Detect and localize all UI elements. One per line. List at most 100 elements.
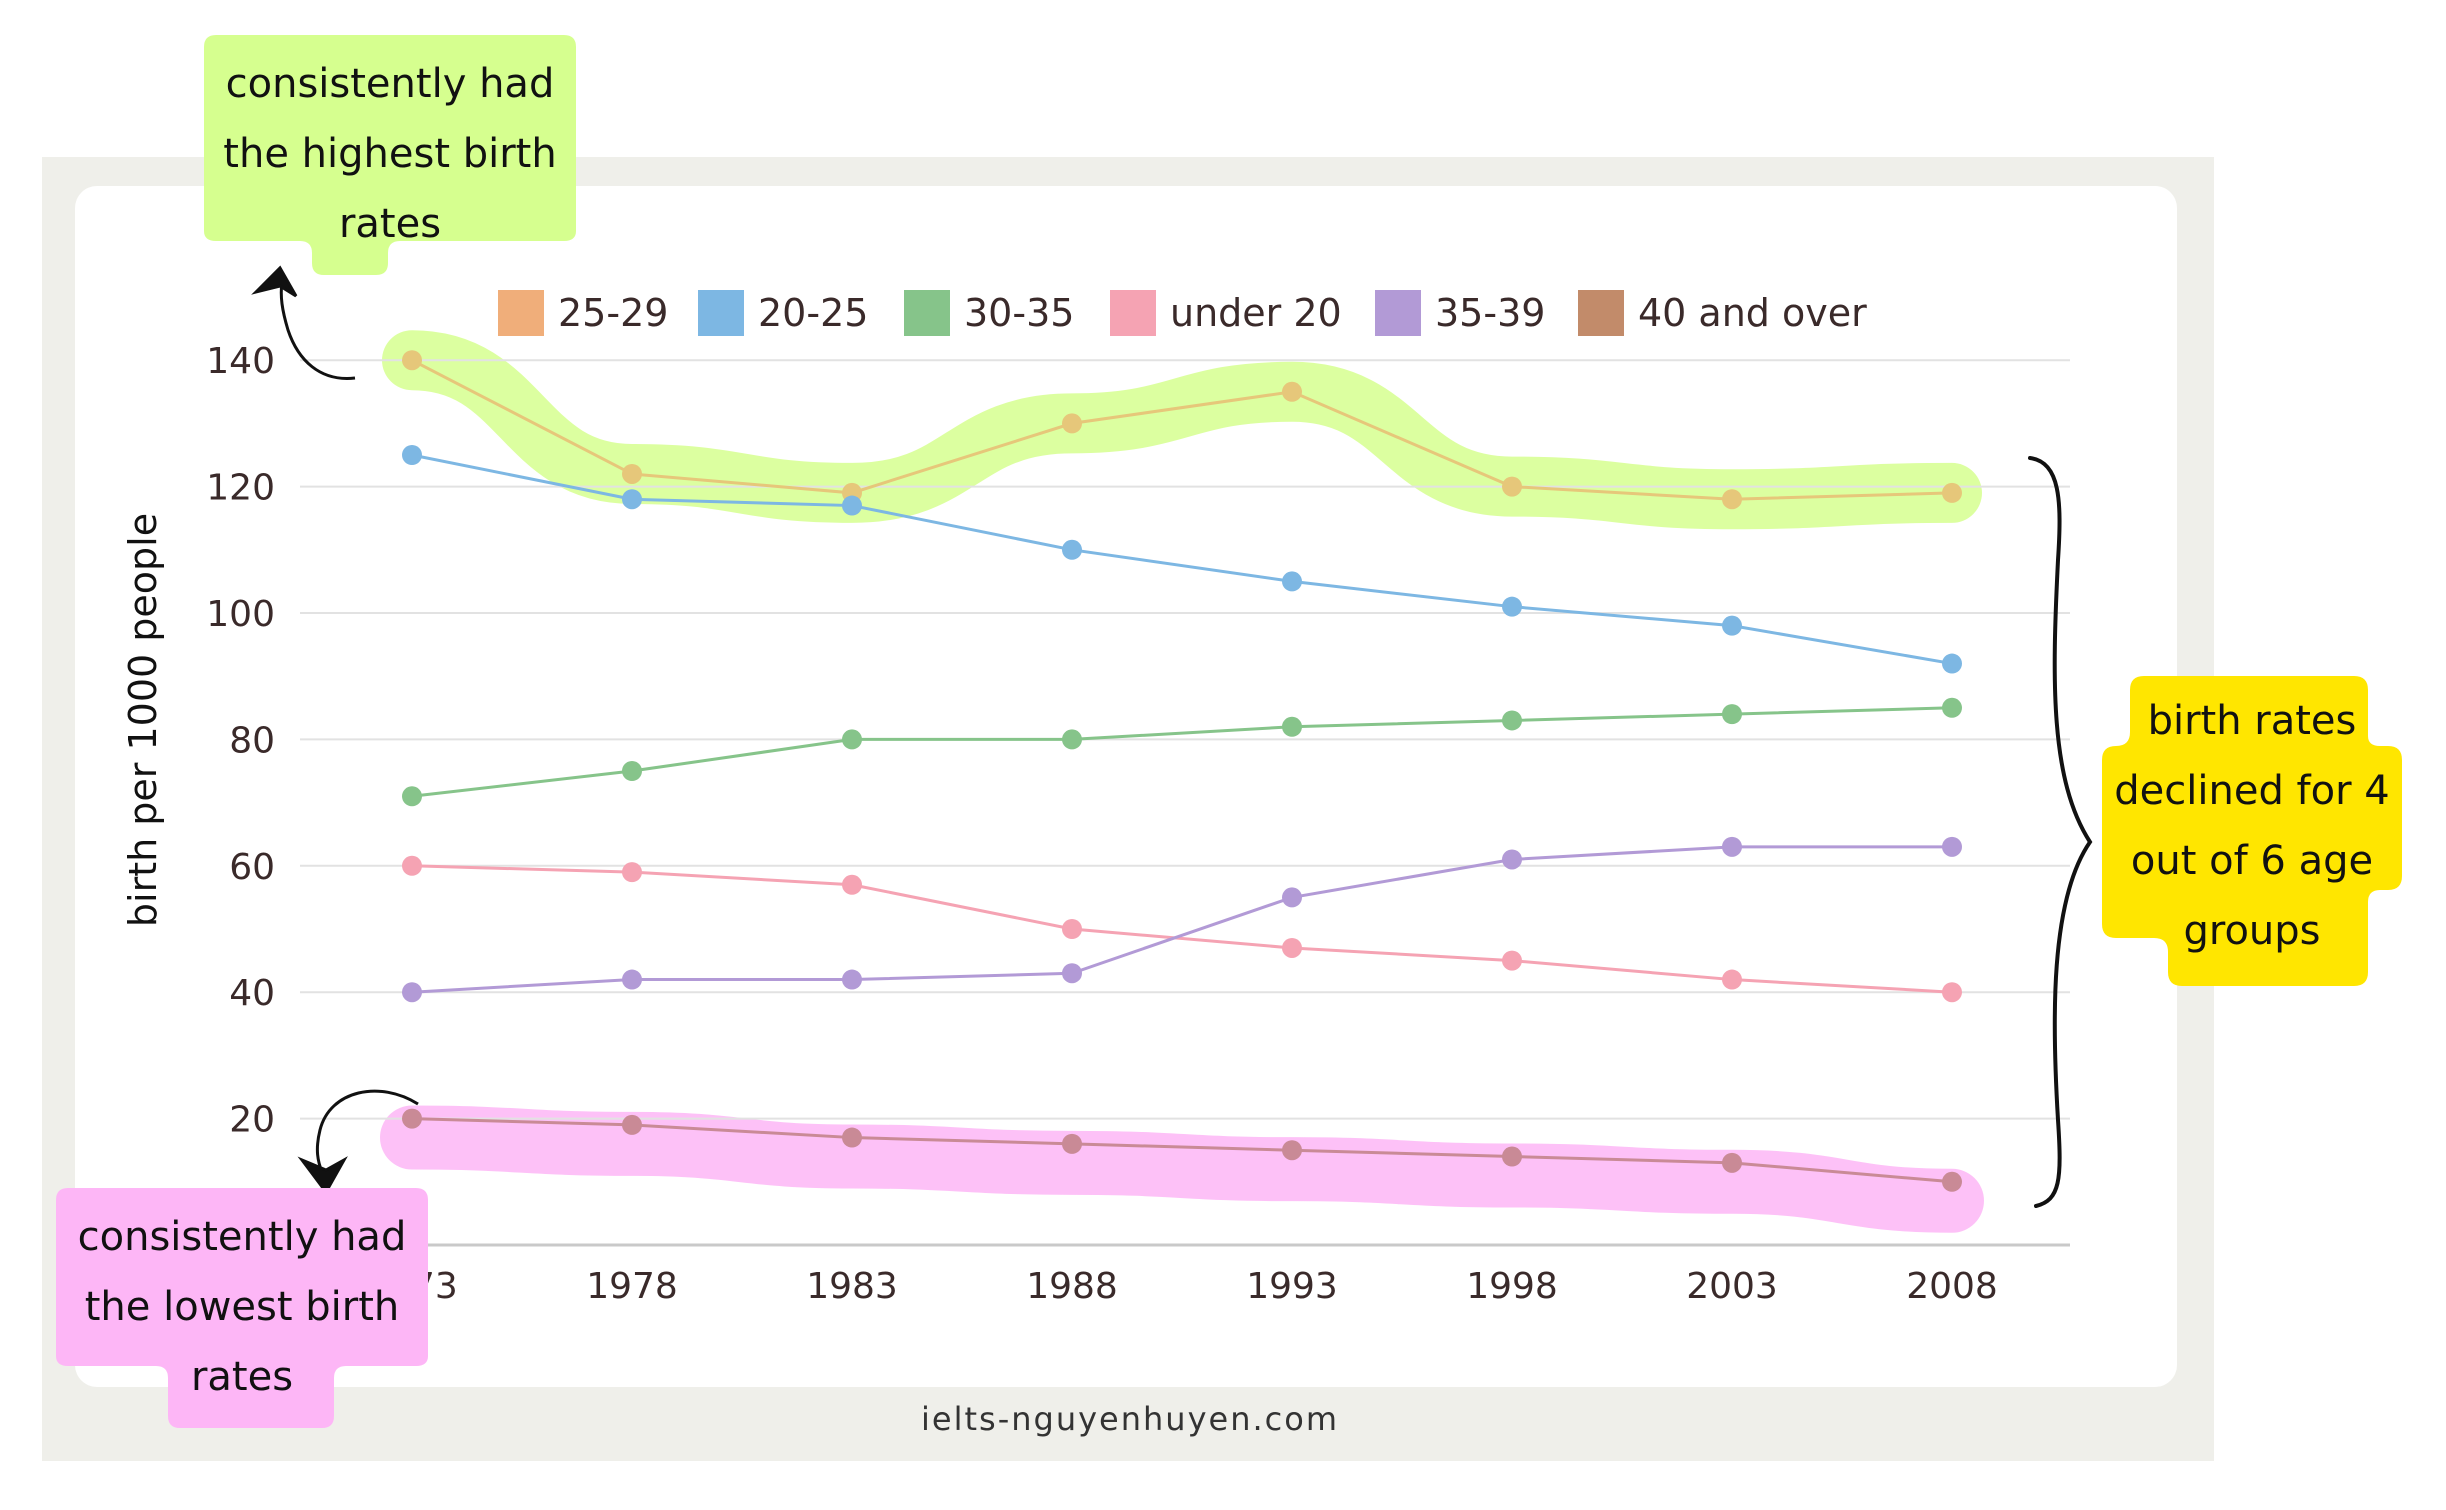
x-axis-ticks: 19731978198319881993199820032008 — [366, 1266, 1998, 1307]
highlight-band-highest — [382, 330, 1982, 530]
data-point — [622, 761, 642, 781]
note-highest-line-1: consistently had — [225, 61, 555, 107]
note-declined-bg — [2102, 676, 2402, 986]
footer-credit: ielts-nguyenhuyen.com — [921, 1400, 1339, 1438]
legend-swatch — [904, 290, 950, 336]
note-lowest-line-3: rates — [190, 1354, 294, 1400]
legend-label: 35-39 — [1435, 291, 1545, 335]
legend-swatch — [698, 290, 744, 336]
data-point — [402, 445, 422, 465]
data-point — [1502, 476, 1522, 497]
data-point — [1722, 489, 1742, 510]
data-point — [1942, 653, 1962, 674]
x-tick-label: 2003 — [1686, 1266, 1778, 1307]
note-lowest-line-2: the lowest birth — [84, 1284, 400, 1330]
data-point — [842, 729, 862, 750]
legend-item: 40 and over — [1578, 290, 1867, 336]
data-point — [1722, 1152, 1742, 1173]
data-point — [622, 969, 642, 990]
data-point — [1282, 716, 1302, 737]
data-point — [622, 489, 642, 510]
arrowhead-icon — [251, 265, 298, 298]
series-line — [411, 845, 1952, 994]
data-point — [402, 1108, 422, 1129]
data-point — [1062, 729, 1082, 750]
data-point — [1942, 482, 1962, 503]
series-under-20 — [402, 855, 1962, 1003]
series-line — [411, 706, 1953, 798]
data-point — [1282, 381, 1302, 402]
note-highest-bg — [204, 35, 576, 275]
y-tick-label: 140 — [206, 341, 275, 382]
legend-swatch — [1375, 290, 1421, 336]
legend-item: 25-29 — [498, 290, 668, 336]
data-point — [1942, 1171, 1962, 1192]
data-point — [1722, 836, 1742, 857]
data-point — [1282, 887, 1302, 908]
legend-label: under 20 — [1170, 291, 1342, 335]
legend: 25-29 20-25 30-35 under 20 35-39 40 and over — [498, 290, 1867, 336]
y-tick-label: 40 — [229, 973, 275, 1014]
x-tick-label: 1998 — [1466, 1266, 1558, 1307]
legend-label: 25-29 — [558, 291, 668, 335]
data-point — [1722, 704, 1742, 725]
legend-label: 20-25 — [758, 291, 868, 335]
note-highest-line-3: rates — [338, 201, 442, 247]
data-point — [622, 463, 642, 484]
arrow-curve-icon — [315, 1089, 419, 1173]
legend-item: under 20 — [1110, 290, 1342, 336]
note-lowest: consistently had the lowest birth rates — [56, 1188, 428, 1428]
highlight-band-lowest — [380, 1105, 1984, 1233]
y-tick-label: 80 — [229, 720, 275, 761]
data-point — [1502, 596, 1522, 617]
data-point — [622, 1114, 642, 1135]
data-point — [1282, 571, 1302, 592]
legend-item: 20-25 — [698, 290, 868, 336]
x-tick-label: 1983 — [806, 1266, 898, 1307]
data-point — [1062, 1133, 1082, 1154]
x-tick-label: 1988 — [1026, 1266, 1118, 1307]
series-35-39 — [402, 836, 1962, 1003]
data-point — [1282, 1140, 1302, 1161]
x-tick-label: 1993 — [1246, 1266, 1338, 1307]
data-point — [1722, 969, 1742, 990]
data-point — [1502, 1146, 1522, 1167]
series-40-and-over — [402, 1108, 1962, 1192]
series-line — [411, 453, 1953, 666]
data-point — [622, 862, 642, 883]
legend-item: 30-35 — [904, 290, 1074, 336]
note-declined-line-4: groups — [2183, 908, 2321, 954]
annotation-decor — [251, 265, 2093, 1208]
series-20-25 — [402, 445, 1962, 674]
y-tick-label: 120 — [206, 468, 275, 509]
note-lowest-bg — [56, 1188, 428, 1428]
data-point — [842, 495, 862, 516]
legend-item: 35-39 — [1375, 290, 1545, 336]
arrow-curve-icon — [279, 281, 356, 380]
y-axis-label: birth per 1000 people — [121, 513, 165, 927]
series-line — [411, 358, 1953, 501]
legend-label: 30-35 — [964, 291, 1074, 335]
data-point — [1942, 697, 1962, 718]
data-point — [1942, 982, 1962, 1003]
grid-lines — [300, 359, 2070, 1247]
series-layer — [402, 350, 1962, 1192]
curly-brace-icon — [2028, 456, 2093, 1208]
note-lowest-line-1: consistently had — [77, 1214, 407, 1260]
data-point — [1062, 539, 1082, 560]
x-tick-label: 2008 — [1906, 1266, 1998, 1307]
data-point — [1502, 849, 1522, 870]
legend-swatch — [1578, 290, 1624, 336]
note-declined: birth rates declined for 4 out of 6 age … — [2102, 676, 2402, 986]
data-point — [842, 874, 862, 895]
note-highest: consistently had the highest birth rates — [204, 35, 576, 275]
series-25-29 — [402, 350, 1962, 510]
data-point — [402, 786, 422, 807]
y-tick-label: 60 — [229, 847, 275, 888]
y-axis-ticks: 20 40 60 80 100 120 140 — [206, 341, 275, 1140]
legend-swatch — [1110, 290, 1156, 336]
note-declined-line-1: birth rates — [2147, 698, 2357, 744]
data-point — [1062, 413, 1082, 434]
data-point — [1502, 950, 1522, 971]
